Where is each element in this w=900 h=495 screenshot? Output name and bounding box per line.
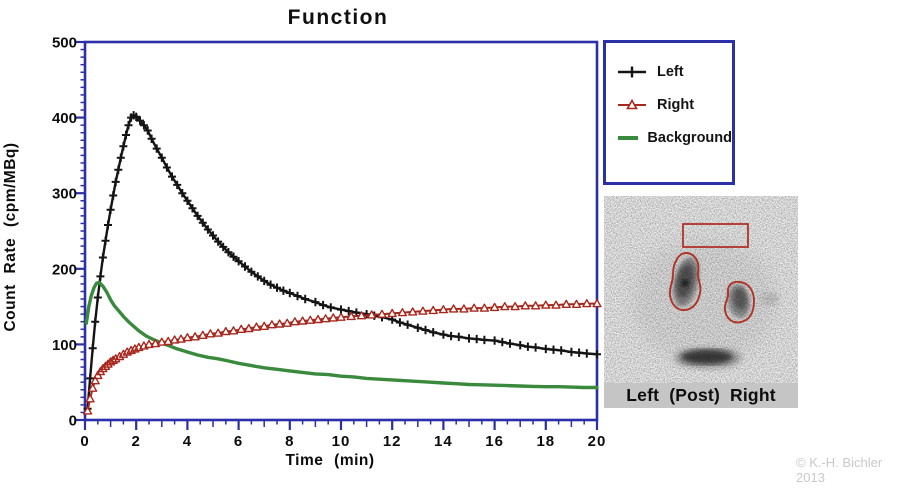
x-tick-label: 14 xyxy=(434,433,453,450)
background-curve xyxy=(84,280,599,390)
scintigram-image xyxy=(604,196,798,383)
right-series-marker-icon xyxy=(618,98,646,110)
x-tick-label: 20 xyxy=(588,433,607,450)
background-roi-outline xyxy=(682,223,749,248)
legend-item-background: Background xyxy=(616,130,732,146)
y-tick-label: 100 xyxy=(52,337,77,354)
copyright-line2: 2013 xyxy=(796,470,825,485)
left-series-marker-icon xyxy=(618,66,646,78)
y-tick-label: 200 xyxy=(52,261,77,278)
legend-item-left: Left xyxy=(616,64,732,80)
legend-label-left: Left xyxy=(657,64,684,80)
function-chart: Function Count Rate (cpm/MBq) Time (min)… xyxy=(2,6,607,469)
scintigram-caption: Left (Post) Right xyxy=(604,383,798,408)
x-axis-title: Time (min) xyxy=(285,452,374,469)
x-tick-label: 18 xyxy=(536,433,555,450)
x-tick-label: 2 xyxy=(132,433,141,450)
left-curve-markers xyxy=(83,111,601,413)
background-series-marker-icon xyxy=(618,136,639,140)
legend-item-right: Right xyxy=(616,97,732,113)
right-kidney-roi-outline xyxy=(723,280,755,324)
right-curve-markers xyxy=(83,299,602,415)
y-tick-label: 300 xyxy=(52,186,77,203)
x-tick-label: 8 xyxy=(285,433,294,450)
x-tick-label: 12 xyxy=(383,433,402,450)
y-axis-title: Count Rate (cpm/MBq) xyxy=(2,142,19,331)
x-tick-label: 16 xyxy=(485,433,504,450)
x-tick-label: 0 xyxy=(80,433,89,450)
chart-legend: Left Right Background xyxy=(603,40,735,185)
left-curve xyxy=(86,114,599,410)
x-tick-label: 4 xyxy=(183,433,192,450)
left-kidney-roi-outline xyxy=(668,252,702,311)
legend-label-background: Background xyxy=(647,130,732,146)
y-tick-label: 400 xyxy=(52,110,77,127)
x-tick-label: 10 xyxy=(332,433,351,450)
plot-frame xyxy=(83,40,599,422)
y-tick-label: 500 xyxy=(52,35,77,52)
legend-label-right: Right xyxy=(657,97,695,113)
y-tick-label: 0 xyxy=(69,413,77,430)
copyright-line1: © K.-H. Bichler xyxy=(796,455,883,470)
scintigram-panel: Left (Post) Right xyxy=(604,196,798,408)
chart-title: Function xyxy=(288,6,389,29)
x-tick-label: 6 xyxy=(234,433,243,450)
copyright-note: © K.-H. Bichler 2013 xyxy=(796,455,882,485)
